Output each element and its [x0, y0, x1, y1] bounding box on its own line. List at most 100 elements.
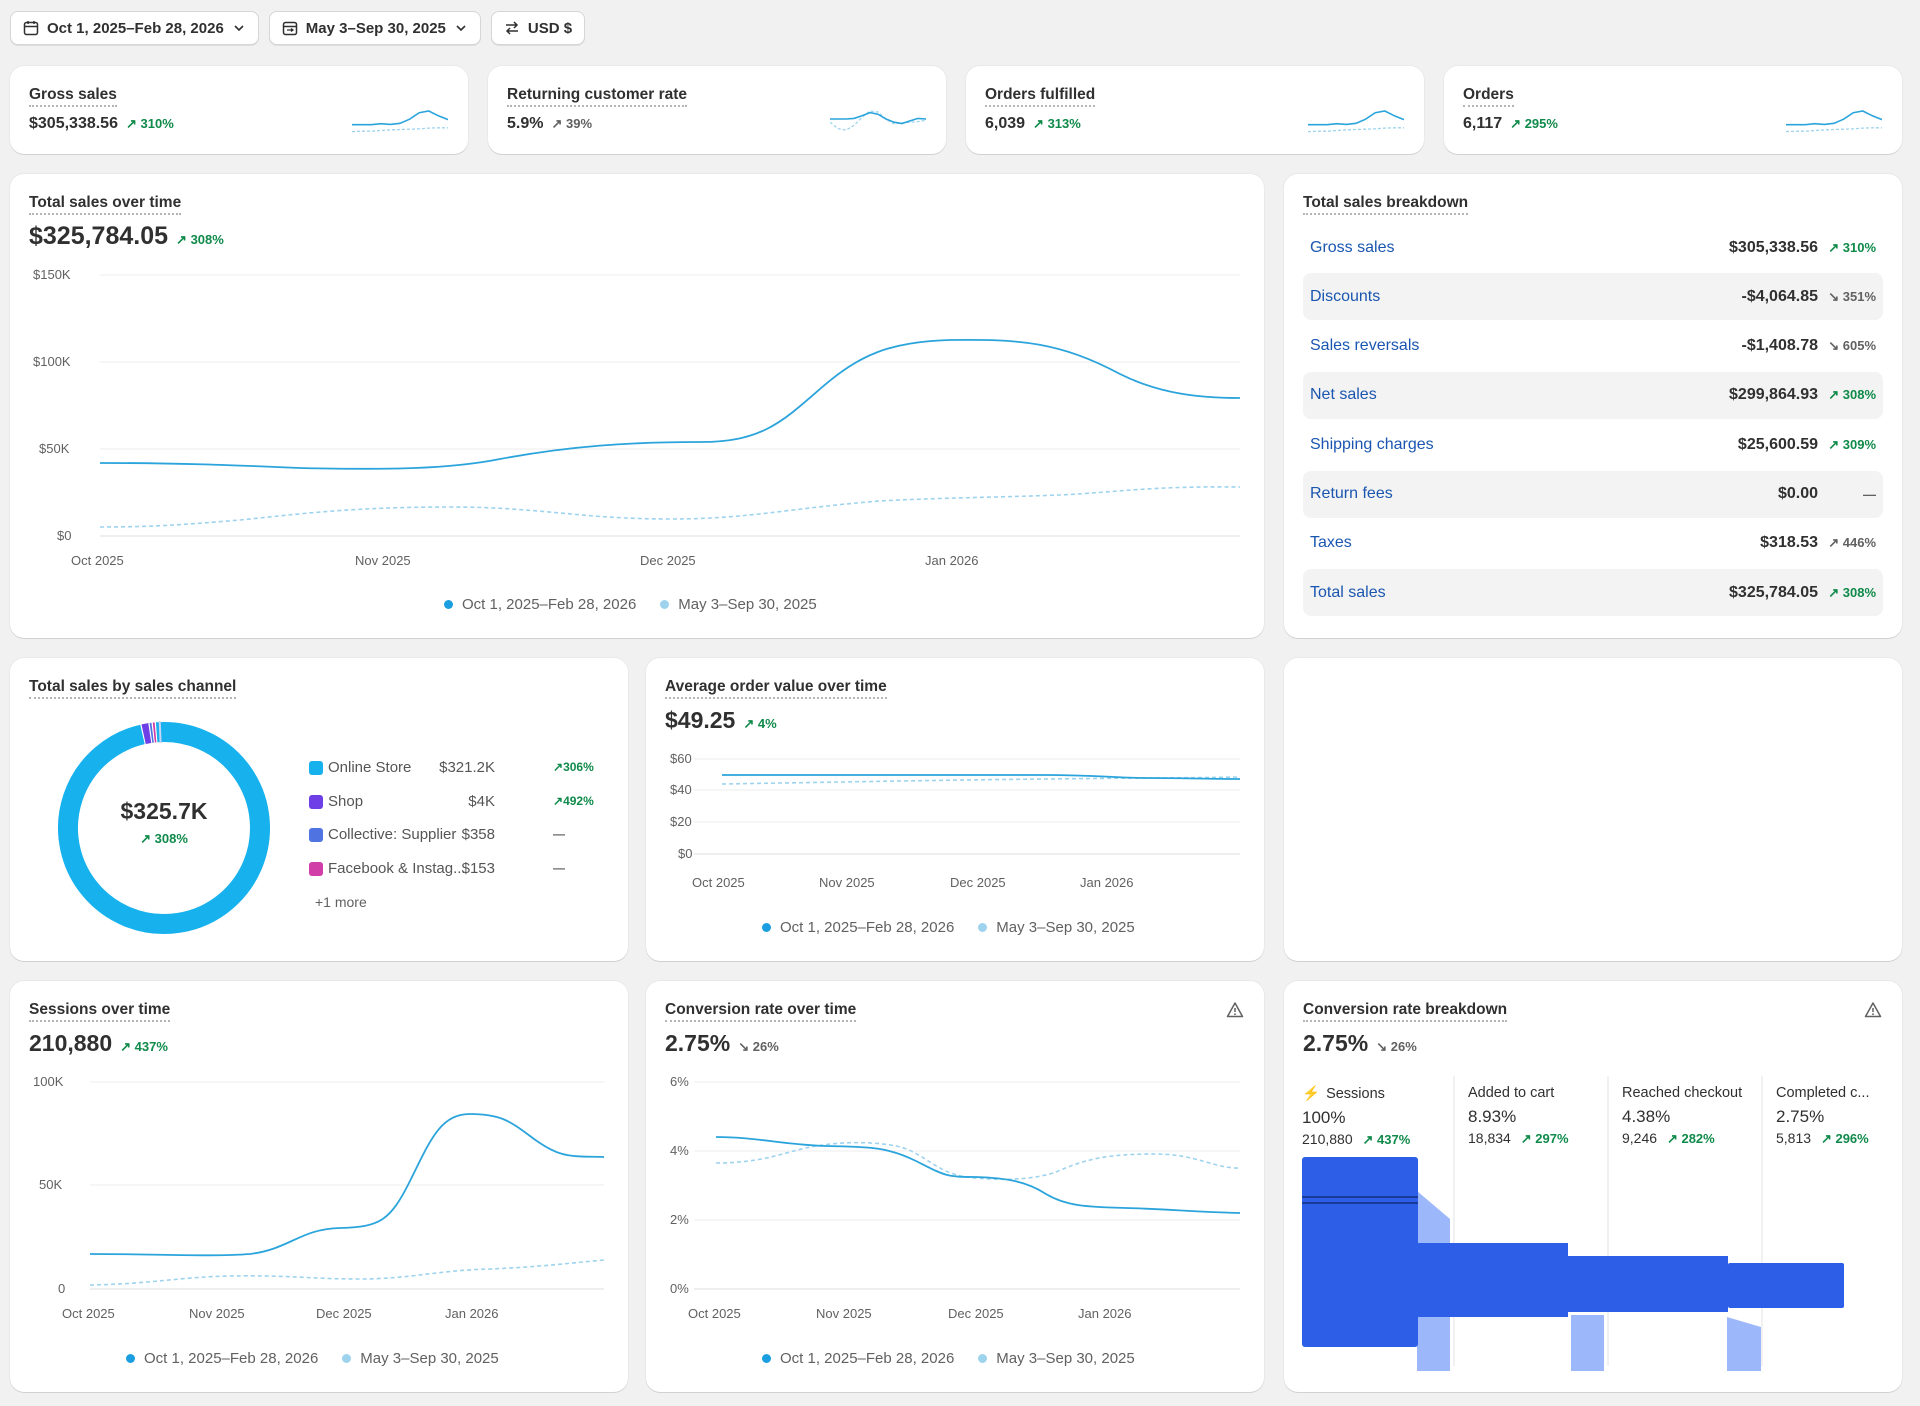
breakdown-label[interactable]: Sales reversals	[1310, 337, 1420, 355]
breakdown-change-value: —	[1863, 486, 1876, 502]
breakdown-value: $299,864.93	[1729, 386, 1818, 404]
funnel-bar-sessions[interactable]	[1302, 1157, 1418, 1347]
kpi-metric: 6,117 ↗ 295%	[1463, 115, 1558, 133]
channel-item[interactable]: Shop $4K ↗492%	[309, 792, 599, 812]
compare-range-picker[interactable]: May 3–Sep 30, 2025	[268, 11, 481, 45]
kpi-change: ↗ 310%	[126, 116, 174, 132]
breakdown-label[interactable]: Discounts	[1310, 287, 1381, 305]
compare-range-label: May 3–Sep 30, 2025	[305, 19, 446, 37]
legend-item-compare[interactable]: May 3–Sep 30, 2025	[978, 1350, 1135, 1367]
card-title[interactable]: Total sales over time	[29, 194, 182, 215]
breakdown-row[interactable]: Return fees $0.00 —	[1303, 470, 1883, 518]
legend-item-compare[interactable]: May 3–Sep 30, 2025	[978, 919, 1135, 936]
breakdown-change-value: 605%	[1842, 338, 1876, 354]
kpi-card-orders-fulfilled[interactable]: Orders fulfilled 6,039 ↗ 313%	[966, 66, 1424, 154]
empty-card	[1284, 658, 1902, 961]
total-sales-line-chart: $150K $100K $50K $0 Oct 2025 Nov 2025 De…	[33, 267, 1241, 568]
metric-value: 2.75%	[665, 1030, 731, 1056]
donut-slice[interactable]	[141, 723, 152, 744]
channel-value: $358	[461, 826, 495, 843]
currency-picker[interactable]: USD $	[490, 11, 586, 45]
aov-card: Average order value over time $49.25 ↗ 4…	[646, 658, 1264, 961]
breakdown-row[interactable]: Gross sales $305,338.56 ↗ 310%	[1303, 224, 1883, 271]
card-title[interactable]: Total sales by sales channel	[29, 678, 237, 699]
breakdown-row[interactable]: Net sales $299,864.93 ↗ 308%	[1303, 371, 1883, 419]
card-title[interactable]: Sessions over time	[29, 1001, 171, 1022]
sparkline-current	[1786, 110, 1882, 126]
funnel-step[interactable]: ⚡ Sessions 100% 210,880 ↗ 437%	[1302, 1085, 1410, 1148]
currency-label: USD $	[527, 19, 573, 37]
sparkline-compare	[1308, 127, 1404, 133]
legend-item-current[interactable]: Oct 1, 2025–Feb 28, 2026	[762, 919, 954, 936]
funnel-step[interactable]: Completed c... 2.75% 5,813 ↗ 296%	[1776, 1085, 1870, 1147]
funnel-step-change-value: 282%	[1681, 1131, 1715, 1146]
card-title[interactable]: Total sales breakdown	[1303, 194, 1469, 215]
kpi-card-returning-customer-rate[interactable]: Returning customer rate 5.9% ↗ 39%	[488, 66, 946, 154]
x-tick: Oct 2025	[688, 1306, 741, 1321]
y-tick: 0%	[670, 1281, 689, 1296]
filter-bar: Oct 1, 2025–Feb 28, 2026 May 3–Sep 30, 2…	[10, 11, 586, 45]
metric-change-value: 308%	[190, 232, 224, 247]
x-tick: Dec 2025	[950, 875, 1006, 890]
breakdown-label[interactable]: Return fees	[1310, 485, 1393, 502]
chevron-down-icon	[456, 25, 466, 32]
date-range-picker[interactable]: Oct 1, 2025–Feb 28, 2026	[10, 11, 259, 45]
breakdown-row[interactable]: Discounts -$4,064.85 ↘ 351%	[1303, 273, 1883, 321]
y-tick: $60	[670, 751, 692, 766]
channel-change: ↗492%	[553, 794, 594, 808]
card-title[interactable]: Conversion rate breakdown	[1303, 1001, 1508, 1022]
breakdown-label[interactable]: Net sales	[1310, 386, 1377, 404]
channel-item[interactable]: Facebook & Instag... $153 —	[309, 859, 599, 879]
legend-item-current[interactable]: Oct 1, 2025–Feb 28, 2026	[444, 596, 636, 613]
breakdown-value: -$1,408.78	[1741, 337, 1818, 355]
funnel-step[interactable]: Reached checkout 4.38% 9,246 ↗ 282%	[1622, 1085, 1742, 1147]
channel-swatch	[309, 828, 323, 842]
breakdown-label[interactable]: Gross sales	[1310, 238, 1395, 256]
chart-legend: Oct 1, 2025–Feb 28, 2026 May 3–Sep 30, 2…	[444, 596, 817, 613]
kpi-value: 6,039	[985, 115, 1026, 132]
series-line-current	[99, 338, 1241, 470]
breakdown-label[interactable]: Taxes	[1310, 534, 1352, 552]
legend-item-compare[interactable]: May 3–Sep 30, 2025	[342, 1350, 499, 1367]
breakdown-change-value: 308%	[1842, 584, 1876, 600]
metric-row: 2.75% ↘ 26%	[1303, 1030, 1417, 1057]
channel-change: —	[553, 861, 565, 875]
funnel-bar-completed[interactable]	[1728, 1263, 1844, 1308]
legend-item-current[interactable]: Oct 1, 2025–Feb 28, 2026	[126, 1350, 318, 1367]
funnel-step-count: 210,880	[1302, 1131, 1353, 1147]
breakdown-label[interactable]: Total sales	[1310, 583, 1386, 601]
funnel-bar-added-to-cart[interactable]	[1418, 1243, 1568, 1317]
breakdown-row[interactable]: Total sales $325,784.05 ↗ 308%	[1303, 569, 1883, 617]
donut-slice[interactable]	[58, 722, 270, 934]
funnel-bar-reached-checkout[interactable]	[1568, 1256, 1728, 1312]
legend-item-current[interactable]: Oct 1, 2025–Feb 28, 2026	[762, 1350, 954, 1367]
legend-item-compare[interactable]: May 3–Sep 30, 2025	[660, 596, 817, 613]
funnel-step[interactable]: Added to cart 8.93% 18,834 ↗ 297%	[1468, 1085, 1569, 1147]
warning-icon[interactable]	[1226, 1001, 1244, 1019]
breakdown-row[interactable]: Taxes $318.53 ↗ 446%	[1303, 520, 1883, 567]
kpi-metric: $305,338.56 ↗ 310%	[29, 115, 174, 133]
breakdown-row[interactable]: Sales reversals -$1,408.78 ↘ 605%	[1303, 323, 1883, 370]
channel-item[interactable]: Collective: Supplier $358 —	[309, 825, 599, 845]
sparkline-compare	[352, 127, 448, 133]
chart-legend: Oct 1, 2025–Feb 28, 2026 May 3–Sep 30, 2…	[762, 919, 1135, 936]
kpi-change: ↗ 295%	[1510, 116, 1558, 132]
breakdown-row[interactable]: Shipping charges $25,600.59 ↗ 309%	[1303, 421, 1883, 468]
funnel-step-header: Added to cart	[1468, 1085, 1569, 1101]
metric-change: ↗ 437%	[120, 1039, 168, 1055]
breakdown-change: ↘ 351%	[1818, 289, 1876, 305]
card-title[interactable]: Conversion rate over time	[665, 1001, 857, 1022]
conversion-breakdown-card: Conversion rate breakdown 2.75% ↘ 26% ⚡ S…	[1284, 981, 1902, 1392]
breakdown-label[interactable]: Shipping charges	[1310, 435, 1434, 453]
aov-line-chart: $60 $40 $20 $0 Oct 2025 Nov 2025 Dec 202…	[670, 751, 1241, 890]
more-channels-link[interactable]: +1 more	[315, 894, 367, 910]
kpi-card-gross-sales[interactable]: Gross sales $305,338.56 ↗ 310%	[10, 66, 468, 154]
card-title[interactable]: Average order value over time	[665, 678, 887, 699]
arrow-up-icon: ↗	[1510, 116, 1522, 131]
y-tick: $50K	[39, 441, 70, 456]
kpi-card-orders[interactable]: Orders 6,117 ↗ 295%	[1444, 66, 1902, 154]
metric-row: 2.75% ↘ 26%	[665, 1030, 779, 1057]
funnel-step-pct: 100%	[1302, 1108, 1346, 1127]
warning-icon[interactable]	[1864, 1001, 1882, 1019]
channel-item[interactable]: Online Store $321.2K ↗306%	[309, 758, 599, 778]
